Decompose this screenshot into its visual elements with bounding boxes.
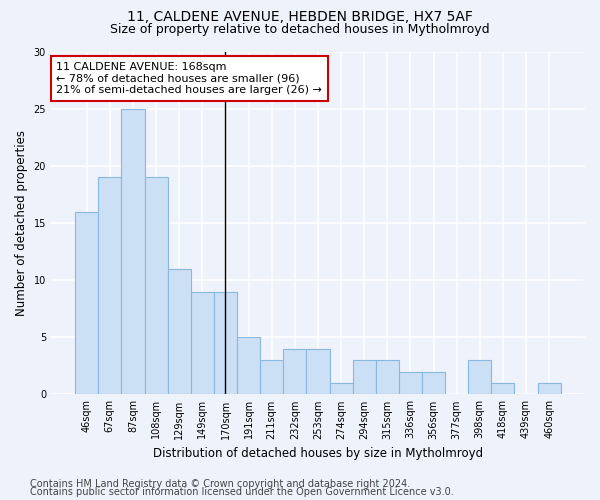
Text: 11 CALDENE AVENUE: 168sqm
← 78% of detached houses are smaller (96)
21% of semi-: 11 CALDENE AVENUE: 168sqm ← 78% of detac…: [56, 62, 322, 95]
Bar: [329, 383, 353, 394]
Bar: [353, 360, 376, 394]
Bar: [145, 177, 167, 394]
Y-axis label: Number of detached properties: Number of detached properties: [15, 130, 28, 316]
Bar: [422, 372, 445, 394]
Bar: [307, 348, 329, 395]
Bar: [468, 360, 491, 394]
Bar: [191, 292, 214, 395]
Bar: [121, 108, 145, 395]
Text: Size of property relative to detached houses in Mytholmroyd: Size of property relative to detached ho…: [110, 22, 490, 36]
Bar: [214, 292, 237, 395]
Bar: [283, 348, 307, 395]
X-axis label: Distribution of detached houses by size in Mytholmroyd: Distribution of detached houses by size …: [153, 447, 483, 460]
Bar: [98, 177, 121, 394]
Text: Contains HM Land Registry data © Crown copyright and database right 2024.: Contains HM Land Registry data © Crown c…: [30, 479, 410, 489]
Bar: [237, 338, 260, 394]
Bar: [260, 360, 283, 394]
Bar: [167, 268, 191, 394]
Bar: [538, 383, 561, 394]
Bar: [376, 360, 399, 394]
Bar: [399, 372, 422, 394]
Text: Contains public sector information licensed under the Open Government Licence v3: Contains public sector information licen…: [30, 487, 454, 497]
Text: 11, CALDENE AVENUE, HEBDEN BRIDGE, HX7 5AF: 11, CALDENE AVENUE, HEBDEN BRIDGE, HX7 5…: [127, 10, 473, 24]
Bar: [75, 212, 98, 394]
Bar: [491, 383, 514, 394]
